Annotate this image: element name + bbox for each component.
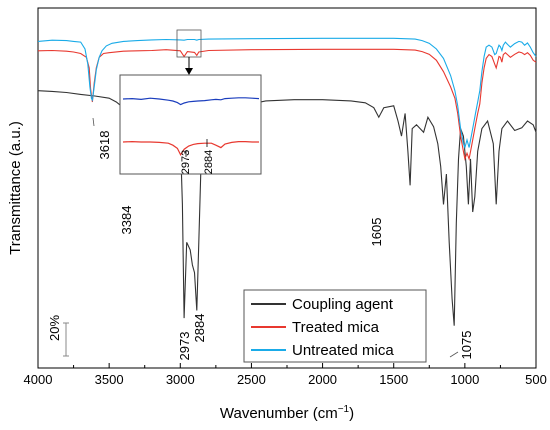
x-tick-label-1500: 1500 [379, 372, 408, 387]
x-tick-label-1000: 1000 [450, 372, 479, 387]
x-axis-label: Wavenumber (cm−1) [220, 404, 354, 422]
scale-bar-label: 20% [47, 315, 62, 341]
x-tick-label-3000: 3000 [166, 372, 195, 387]
peak-label-2973: 2973 [177, 332, 192, 361]
x-tick-label-500: 500 [525, 372, 547, 387]
inset-peak-label-2884: 2884 [203, 150, 215, 174]
legend-label-coupling-agent: Coupling agent [292, 296, 394, 313]
zoom-arrow-head [185, 68, 193, 75]
zoom-region-box [176, 29, 202, 58]
x-tick-label-3500: 3500 [95, 372, 124, 387]
x-tick-label-2500: 2500 [237, 372, 266, 387]
inset-peak-label-2973: 2973 [180, 150, 192, 174]
inset-line-treated-mica [122, 140, 259, 157]
peak-line-1075 [449, 351, 459, 358]
peak-label-2884: 2884 [192, 314, 207, 343]
inset-line-untreated-mica [122, 97, 260, 106]
y-axis-label: Transmittance (a.u.) [7, 121, 24, 255]
x-axis-ticks: 4000 3500 3000 2500 2000 1500 1000 500 [24, 363, 547, 387]
peak-label-3384: 3384 [119, 206, 134, 235]
legend: Coupling agent Treated mica Untreated mi… [243, 289, 427, 363]
peak-label-1605: 1605 [369, 218, 384, 247]
series-layer [37, 37, 537, 326]
x-tick-label-4000: 4000 [24, 372, 53, 387]
series-line-treated-mica [37, 48, 537, 161]
x-tick-label-2000: 2000 [308, 372, 337, 387]
peak-annotations: 3618 3384 2973 2884 1605 1075 [92, 117, 474, 361]
scale-bar: 20% [47, 315, 69, 357]
peak-label-3618: 3618 [97, 131, 112, 160]
legend-label-treated-mica: Treated mica [292, 319, 380, 336]
peak-line-3618 [92, 117, 95, 127]
series-line-untreated-mica [37, 37, 537, 150]
peak-label-1075: 1075 [459, 331, 474, 360]
legend-label-untreated-mica: Untreated mica [292, 342, 394, 359]
inset-series-layer [122, 97, 260, 157]
inset-frame [119, 74, 262, 175]
